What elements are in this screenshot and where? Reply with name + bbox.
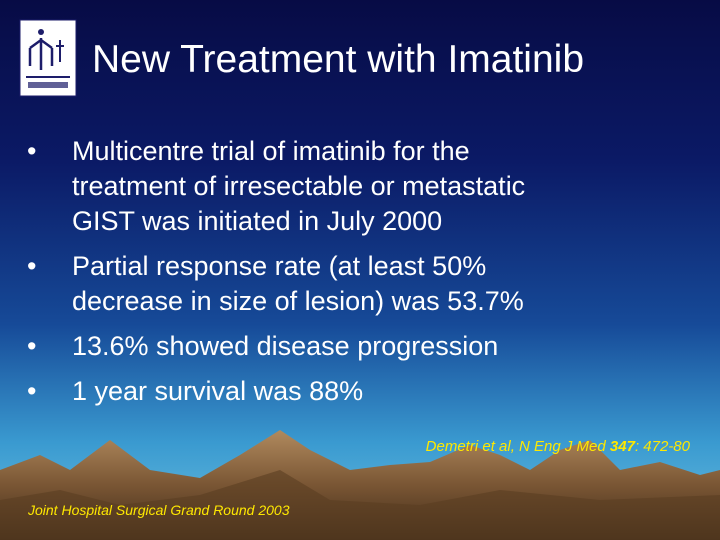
citation: Demetri et al, N Eng J Med 347: 472-80 xyxy=(426,438,690,455)
citation-authors: Demetri et al, N Eng J Med xyxy=(425,438,606,455)
bullet-line: treatment of irresectable or metastatic xyxy=(72,171,526,201)
bullet-dot: • xyxy=(27,331,37,361)
slide-title: New Treatment with Imatinib xyxy=(92,38,585,81)
footer: Joint Hospital Surgical Grand Round 2003 xyxy=(28,502,290,518)
bullet-line: 13.6% showed disease progression xyxy=(72,331,499,361)
bullet-dot: • xyxy=(27,251,37,281)
bullet-line: decrease in size of lesion) was 53.7% xyxy=(72,286,524,316)
bullet-dot: • xyxy=(27,376,37,406)
bullet-line: GIST was initiated in July 2000 xyxy=(72,206,443,236)
bullet-line: Multicentre trial of imatinib for the xyxy=(72,136,470,166)
bullet-line: Partial response rate (at least 50% xyxy=(72,251,487,281)
bullet-line: 1 year survival was 88% xyxy=(72,376,364,406)
mountain-shadow xyxy=(0,470,720,540)
bullet-dot: • xyxy=(27,136,37,166)
logo xyxy=(19,19,77,97)
citation-volume: 347 xyxy=(609,438,635,455)
citation-pages: : 472-80 xyxy=(634,438,690,455)
